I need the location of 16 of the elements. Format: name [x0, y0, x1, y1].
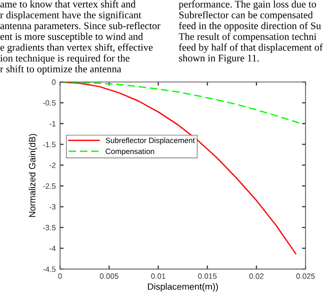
line-series	[60, 82, 296, 254]
text: performance. The gain loss due to	[178, 0, 316, 10]
y-axis-title: Normalized Gain(dB)	[28, 134, 38, 217]
text: r displacement have the significant	[0, 11, 142, 20]
text: e gradients than vertex shift, effective	[0, 44, 153, 53]
text: r shift to optimize the antenna	[0, 65, 122, 74]
text: ame to know that vertex shift and	[0, 0, 136, 8]
text: antenna parameters. Since sub-reflector	[0, 22, 160, 32]
text: feed by half of that displacement of	[178, 44, 323, 53]
x-axis-title: Displacement(m))	[148, 283, 218, 292]
text: ion technique is required for the	[0, 54, 130, 64]
text: feed in the opposite direction of Su	[178, 22, 321, 32]
text: ent is more susceptible to wind and	[0, 32, 143, 42]
text: The result of compensation techni	[178, 32, 316, 42]
text: shown in Figure 11.	[179, 54, 259, 64]
text: Subreflector can be compensated	[179, 11, 313, 20]
